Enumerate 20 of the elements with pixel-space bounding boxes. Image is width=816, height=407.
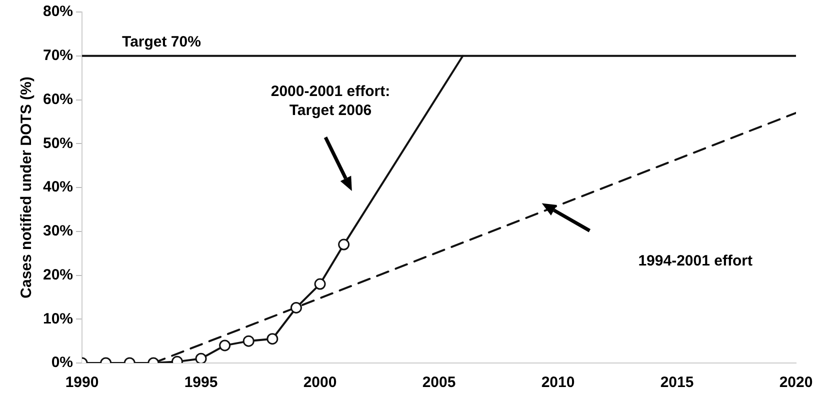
x-tick-label: 2010	[541, 374, 575, 392]
x-tick-label: 2005	[422, 374, 456, 392]
annotation: 1994-2001 effort	[638, 252, 752, 270]
x-tick-label: 1995	[184, 374, 218, 392]
x-tick-label: 1990	[65, 374, 99, 392]
y-tick-label: 30%	[42, 222, 74, 240]
y-tick-label: 10%	[42, 310, 74, 328]
x-tick-label: 2015	[660, 374, 694, 392]
y-tick-label: 70%	[42, 47, 74, 64]
ref-line-label: Target 70%	[122, 34, 201, 51]
y-tick-label: 20%	[42, 266, 74, 284]
annotation: 2000-2001 effort: Target 2006	[270, 83, 390, 120]
y-tick-label: 60%	[42, 90, 74, 108]
x-tick-label: 2000	[303, 374, 337, 392]
y-tick-label: 0%	[51, 354, 74, 372]
y-tick-label: 50%	[42, 134, 74, 152]
x-tick-label: 2020	[779, 374, 813, 392]
y-tick-label: 40%	[42, 178, 74, 196]
y-axis-title: Cases notified under DOTS (%)	[18, 76, 36, 298]
y-tick-label: 80%	[42, 3, 74, 20]
